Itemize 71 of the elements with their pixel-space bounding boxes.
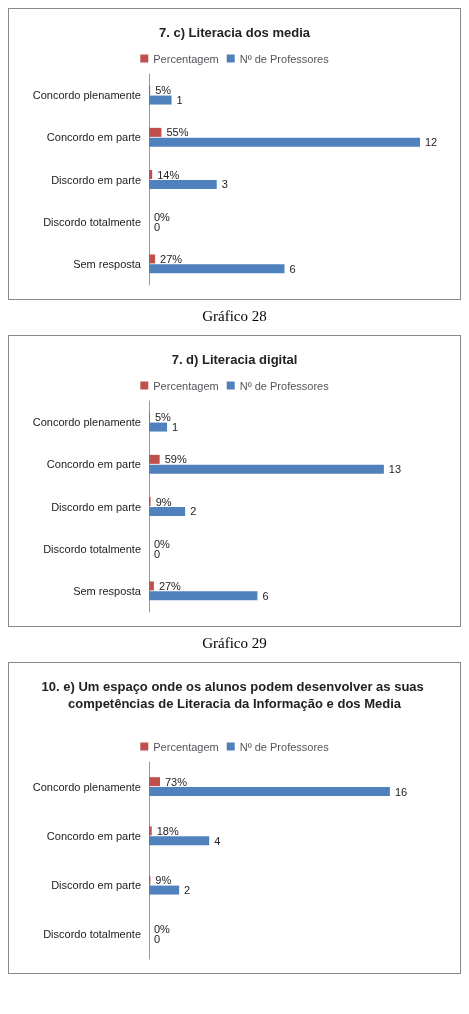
- bar: [149, 127, 162, 137]
- y-tick-label: Concordo em parte: [46, 829, 141, 842]
- y-tick-label: Discordo totalmente: [43, 928, 141, 941]
- data-label: 0: [154, 547, 161, 560]
- chart-title: 10. e) Um espaço onde os alunos podem desenvolver as suas competências de Literacia da Informação e dos Media: [41, 679, 428, 711]
- bar: [149, 454, 160, 464]
- bar: [149, 836, 210, 846]
- y-tick-label: Discordo totalmente: [43, 542, 141, 555]
- data-label: 73%: [164, 775, 188, 788]
- y-tick-label: Concordo plenamente: [32, 89, 141, 102]
- data-label: 0: [154, 933, 161, 946]
- y-tick-label: Concordo em parte: [46, 458, 141, 471]
- data-label: 0: [154, 220, 161, 233]
- legend-label: Percentagem: [153, 740, 219, 753]
- y-tick-label: Discordo em parte: [51, 500, 141, 513]
- text: Gráfico 29: [201, 634, 268, 653]
- data-label: 0%: [154, 923, 171, 936]
- data-label: 16: [394, 785, 408, 798]
- legend-label: Nº de Professores: [239, 740, 330, 753]
- bar: [149, 137, 420, 147]
- data-label: 55%: [166, 126, 189, 139]
- data-label: 14%: [157, 168, 180, 181]
- data-label: 1: [176, 94, 183, 107]
- y-tick-label: Discordo em parte: [51, 879, 141, 892]
- bar: [149, 464, 384, 474]
- data-label: 5%: [155, 84, 172, 97]
- legend-label: Percentagem: [153, 52, 219, 65]
- text: Gráfico 28: [201, 307, 268, 326]
- bar: [149, 170, 153, 180]
- data-label: 12: [425, 136, 438, 149]
- data-label: 13: [388, 463, 402, 476]
- data-label: 4: [214, 834, 221, 847]
- y-tick-label: Discordo totalmente: [43, 215, 141, 228]
- data-label: 3: [221, 178, 228, 191]
- data-label: 9%: [155, 495, 172, 508]
- bar: [149, 95, 172, 105]
- legend-label: Nº de Professores: [239, 52, 330, 65]
- data-label: 6: [262, 589, 269, 602]
- bar: [149, 254, 156, 264]
- legend-label: Percentagem: [153, 379, 219, 392]
- bar: [149, 885, 180, 895]
- data-label: 9%: [155, 874, 172, 887]
- data-label: 27%: [160, 252, 183, 265]
- y-tick-label: Concordo plenamente: [32, 780, 141, 793]
- chart-title: 7. c) Literacia dos media: [158, 25, 311, 40]
- data-label: 0%: [154, 537, 171, 550]
- legend-label: Nº de Professores: [239, 379, 330, 392]
- chart-title: 7. d) Literacia digital: [171, 352, 298, 367]
- data-label: 1: [172, 421, 179, 434]
- data-label: 2: [184, 884, 191, 897]
- data-label: 5%: [154, 411, 172, 424]
- bar: [149, 506, 186, 516]
- y-tick-label: Concordo plenamente: [32, 416, 141, 429]
- y-tick-label: Discordo em parte: [51, 173, 141, 186]
- bar: [149, 787, 390, 797]
- data-label: 2: [190, 505, 197, 518]
- bar: [149, 179, 217, 189]
- data-label: 59%: [164, 453, 187, 466]
- data-label: 6: [289, 262, 296, 275]
- data-label: 27%: [158, 579, 182, 592]
- bar: [149, 422, 168, 432]
- bar: [149, 264, 285, 274]
- bar: [149, 591, 258, 601]
- data-label: 0%: [154, 210, 171, 223]
- data-label: 18%: [156, 824, 179, 837]
- y-tick-label: Sem resposta: [73, 257, 142, 270]
- bar: [149, 826, 152, 836]
- y-tick-label: Concordo em parte: [46, 131, 141, 144]
- bar: [149, 777, 160, 787]
- bar: [149, 581, 154, 591]
- y-tick-label: Sem resposta: [73, 584, 142, 597]
